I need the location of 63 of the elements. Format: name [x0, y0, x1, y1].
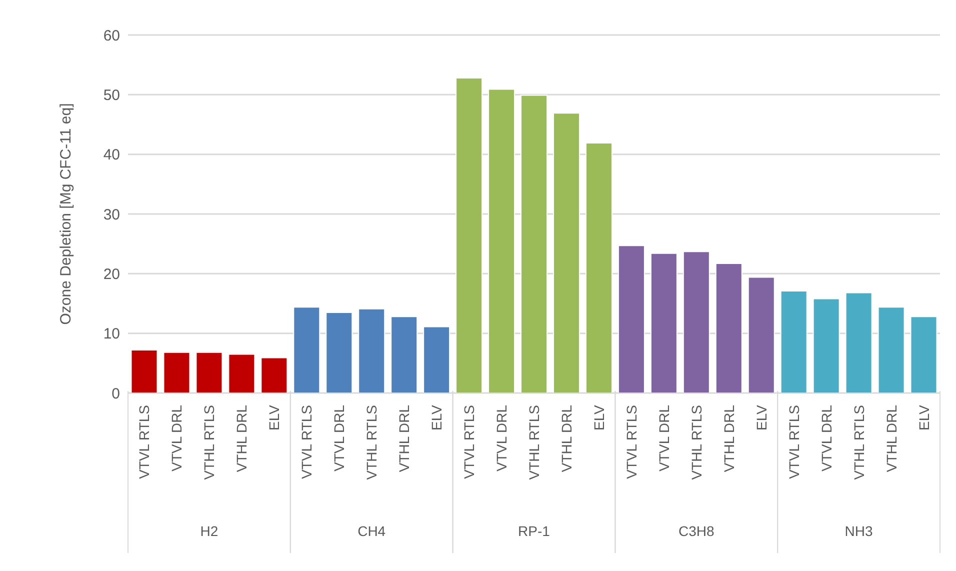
x-tick-label: VTVL RTLS — [786, 405, 802, 479]
x-tick-label: VTVL DRL — [168, 404, 185, 472]
bar — [715, 263, 742, 393]
bar — [228, 354, 256, 393]
bar — [780, 290, 808, 393]
x-tick-label: VTVL DRL — [331, 404, 348, 472]
bar — [910, 316, 938, 393]
x-tick-label: VTVL RTLS — [623, 405, 640, 479]
x-tick-label: ELV — [266, 404, 282, 430]
bar — [520, 94, 548, 393]
text: NH3 — [844, 523, 874, 539]
y-tick-label: 30 — [103, 206, 120, 224]
bar — [456, 77, 483, 393]
bar — [423, 326, 450, 393]
x-tick-label: VTHL RTLS — [688, 405, 704, 480]
x-tick-label: VTVL RTLS — [461, 405, 478, 479]
x-tick-label: VTHL RTLS — [201, 405, 218, 480]
bar — [130, 350, 158, 393]
bar — [260, 357, 288, 393]
x-tick-label: VTHL DRL — [396, 404, 412, 472]
y-tick-label: 60 — [103, 27, 120, 44]
bar — [650, 252, 678, 393]
x-tick-label: VTHL RTLS — [526, 405, 542, 480]
bar — [878, 306, 905, 393]
bar — [163, 352, 190, 393]
text: H2 — [200, 523, 218, 539]
x-tick-label: VTHL DRL — [720, 404, 737, 472]
x-tick-label: ELV — [428, 404, 445, 430]
x-tick-label: VTHL DRL — [558, 404, 574, 472]
x-tick-label: ELV — [916, 404, 932, 430]
y-axis-title: Ozone Depletion [Mg CFC-11 eq] — [57, 103, 74, 325]
x-tick-label: VTHL DRL — [234, 404, 250, 472]
bar — [585, 142, 612, 393]
x-tick-label: VTHL RTLS — [364, 405, 380, 480]
y-tick-label: 20 — [103, 266, 120, 283]
y-tick-label: 40 — [103, 146, 120, 164]
bar — [618, 245, 645, 393]
bar — [293, 306, 320, 393]
text: C3H8 — [678, 523, 715, 539]
x-tick-label: VTVL DRL — [656, 404, 672, 472]
text: RP-1 — [518, 523, 550, 539]
x-tick-label: VTHL DRL — [883, 404, 900, 472]
y-tick-label: 10 — [103, 326, 120, 343]
x-tick-label: VTVL DRL — [494, 404, 510, 472]
bar — [748, 276, 775, 393]
bar — [488, 88, 516, 393]
x-tick-label: VTHL RTLS — [850, 405, 867, 480]
x-tick-label: VTVL RTLS — [298, 405, 315, 479]
bar — [812, 298, 840, 393]
bar — [390, 316, 418, 393]
bar — [326, 312, 353, 393]
bar — [552, 112, 580, 393]
bar — [196, 352, 223, 393]
x-tick-label: VTVL DRL — [818, 404, 834, 472]
y-tick-label: 50 — [103, 86, 120, 104]
y-tick-label: 0 — [112, 385, 120, 402]
bar — [845, 292, 872, 393]
x-tick-label: ELV — [753, 404, 770, 430]
x-tick-label: ELV — [590, 404, 607, 430]
text: CH4 — [358, 523, 386, 539]
bar — [682, 251, 710, 393]
x-tick-label: VTVL RTLS — [136, 405, 152, 479]
bar — [358, 308, 386, 393]
